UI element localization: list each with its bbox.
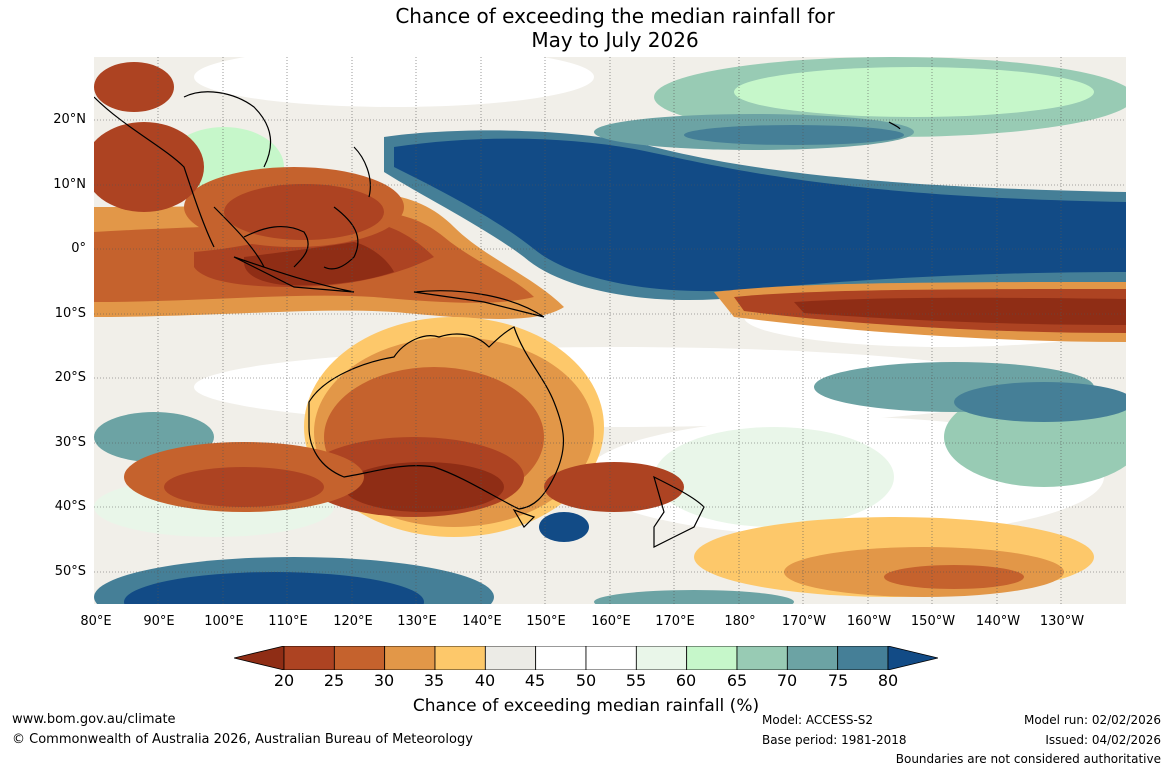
footer-copyright: © Commonwealth of Australia 2026, Austra… [12, 732, 473, 747]
lon-label-140e: 140°E [462, 614, 502, 629]
colorbar-segment [384, 646, 436, 670]
lon-label-130e: 130°E [397, 614, 437, 629]
lon-label-100e: 100°E [204, 614, 244, 629]
colorbar-segment [434, 646, 486, 670]
lat-label-30s: 30°S [54, 435, 86, 450]
lat-label-40s: 40°S [54, 499, 86, 514]
lat-label-50s: 50°S [54, 564, 86, 579]
colorbar-segment [484, 646, 537, 670]
title-line-1: Chance of exceeding the median rainfall … [395, 4, 835, 28]
colorbar [234, 646, 938, 670]
lat-label-10s: 10°S [54, 306, 86, 321]
footer-issued: Issued: 04/02/2026 [1045, 733, 1161, 747]
lon-label-160w: 160°W [846, 614, 892, 629]
colorbar-segment [686, 646, 738, 670]
colorbar-segment [333, 646, 386, 670]
colorbar-tick: 65 [726, 671, 748, 690]
colorbar-segment [585, 646, 637, 670]
colorbar-low-extend [234, 646, 285, 670]
lon-label-170e: 170°E [655, 614, 695, 629]
lon-label-140w: 140°W [975, 614, 1021, 629]
chart-title: Chance of exceeding the median rainfall … [0, 4, 1173, 52]
colorbar-segment [283, 646, 335, 670]
colorbar-tick: 80 [877, 671, 899, 690]
colorbar-segment [635, 646, 688, 670]
colorbar-segment [786, 646, 839, 670]
colorbar-tick: 40 [474, 671, 496, 690]
colorbar-segment [535, 646, 587, 670]
colorbar-tick: 55 [625, 671, 647, 690]
colorbar-tick: 25 [323, 671, 345, 690]
footer-url: www.bom.gov.au/climate [12, 712, 176, 727]
lat-label-0: 0° [71, 241, 86, 256]
footer-disclaimer: Boundaries are not considered authoritat… [895, 752, 1161, 766]
title-line-2: May to July 2026 [531, 28, 699, 52]
lon-label-80e: 80°E [80, 614, 112, 629]
colorbar-tick: 75 [827, 671, 849, 690]
colorbar-tick: 30 [373, 671, 395, 690]
lon-label-170w: 170°W [781, 614, 827, 629]
lat-label-10n: 10°N [53, 177, 86, 192]
lon-label-160e: 160°E [591, 614, 631, 629]
lon-label-120e: 120°E [333, 614, 373, 629]
footer-model: Model: ACCESS-S2 [762, 713, 874, 727]
colorbar-segment [837, 646, 889, 670]
colorbar-tick: 50 [575, 671, 597, 690]
colorbar-label: Chance of exceeding median rainfall (%) [412, 696, 760, 716]
lon-label-110e: 110°E [268, 614, 308, 629]
colorbar-segment [736, 646, 788, 670]
colorbar-tick: 45 [524, 671, 546, 690]
footer-model-run: Model run: 02/02/2026 [1023, 713, 1161, 727]
footer-base-period: Base period: 1981-2018 [762, 733, 907, 747]
lon-label-180: 180° [724, 614, 756, 629]
colorbar-high-extend [887, 646, 938, 670]
colorbar-tick: 35 [423, 671, 445, 690]
rainfall-map [94, 57, 1126, 604]
lat-label-20s: 20°S [54, 370, 86, 385]
lat-label-20n: 20°N [53, 112, 86, 127]
map-canvas [94, 57, 1126, 604]
colorbar-tick: 20 [273, 671, 295, 690]
lon-label-90e: 90°E [143, 614, 175, 629]
lon-label-150e: 150°E [526, 614, 566, 629]
colorbar-tick: 70 [776, 671, 798, 690]
lon-label-150w: 150°W [910, 614, 956, 629]
colorbar-tick: 60 [675, 671, 697, 690]
lon-label-130w: 130°W [1039, 614, 1085, 629]
